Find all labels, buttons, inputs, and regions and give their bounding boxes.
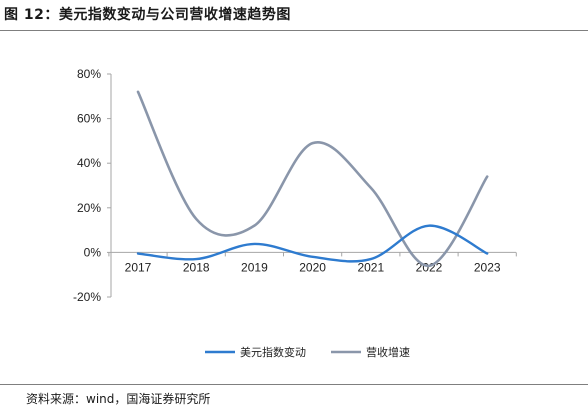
series-line-1 — [136, 224, 489, 263]
x-tick-label: 2021 — [357, 260, 384, 274]
x-tick-label: 2023 — [474, 260, 501, 274]
y-tick-label: 60% — [77, 112, 101, 126]
series-line-2 — [136, 90, 489, 268]
chart-title: 图 12：美元指数变动与公司营收增速趋势图 — [4, 7, 291, 23]
y-tick-label: 0% — [84, 245, 102, 259]
y-tick-label: 40% — [77, 156, 101, 170]
chart-axes: 80% 60% 40% 20% 0% -20% 2017 2018 2019 2020 2021 20… — [73, 67, 517, 304]
title-divider — [0, 30, 588, 31]
x-tick-label: 2018 — [183, 260, 210, 274]
legend-label-1: 美元指数变动 — [240, 345, 306, 359]
legend-label-2: 营收增速 — [366, 345, 410, 359]
line-chart: 80% 60% 40% 20% 0% -20% 2017 2018 2019 2020 2021 20… — [73, 67, 517, 359]
y-tick-label: -20% — [73, 290, 101, 304]
y-tick-label: 20% — [77, 201, 101, 215]
y-tick-label: 80% — [77, 67, 101, 81]
x-tick-label: 2019 — [241, 260, 268, 274]
x-tick-label: 2017 — [125, 260, 152, 274]
chart-series — [136, 90, 489, 268]
source-note: 资料来源：wind，国海证券研究所 — [26, 392, 211, 406]
chart-legend: 美元指数变动 营收增速 — [205, 345, 410, 359]
source-divider — [0, 384, 588, 385]
x-tick-label: 2020 — [299, 260, 326, 274]
